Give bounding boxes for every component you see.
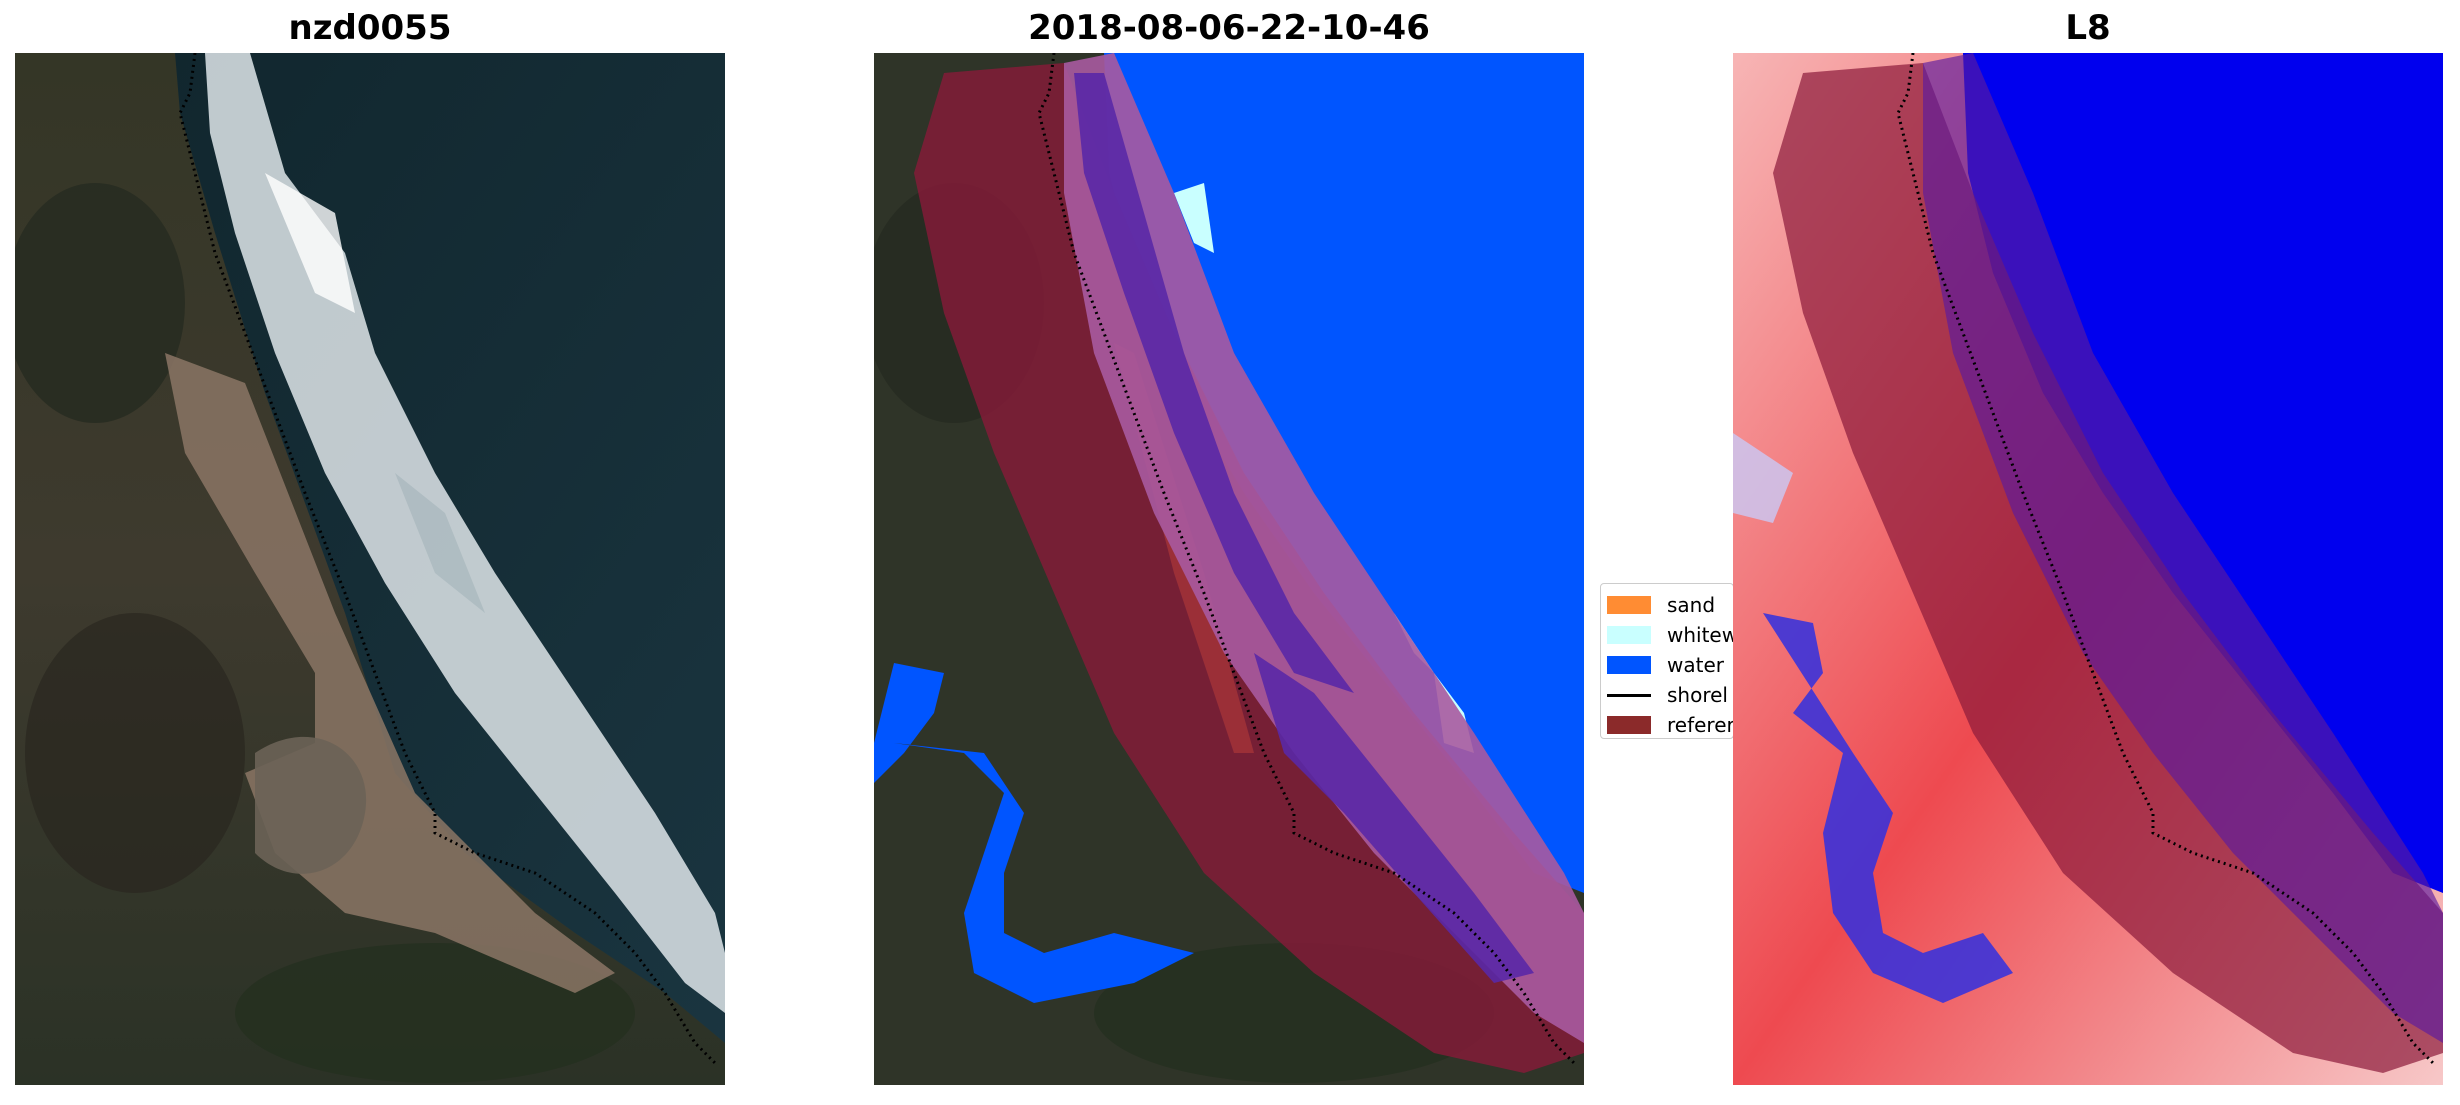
rgb-image: [15, 53, 725, 1085]
title-middle: 2018-08-06-22-10-46: [1028, 8, 1430, 48]
legend-item-sand: sand: [1607, 590, 1733, 620]
sea-index: [1963, 53, 2443, 893]
legend-label-sand: sand: [1667, 593, 1716, 617]
legend: sand whitew water shorel referer: [1600, 583, 1734, 739]
shoreline-classified: [1037, 53, 1576, 1065]
legend-label-reference: referer: [1667, 713, 1734, 737]
overlap-band: [1064, 53, 1584, 1043]
shoreline: [178, 53, 717, 1065]
classified-image-panel: [874, 53, 1584, 1085]
water-swatch: [1607, 656, 1651, 674]
title-left: nzd0055: [288, 8, 452, 48]
legend-item-whitewater: whitew: [1607, 620, 1733, 650]
sand-swatch: [1607, 596, 1651, 614]
legend-label-shoreline: shorel: [1667, 683, 1728, 707]
legend-item-reference: referer: [1607, 710, 1734, 738]
legend-item-water: water: [1607, 650, 1733, 680]
legend-item-shoreline: shorel: [1607, 680, 1733, 710]
classified-image: [874, 53, 1584, 1085]
shoreline-swatch: [1607, 693, 1651, 697]
estuary-index: [1763, 613, 2013, 1003]
index-image: [1733, 53, 2443, 1085]
legend-label-whitewater: whitew: [1667, 623, 1734, 647]
index-image-panel: [1733, 53, 2443, 1085]
rgb-image-panel: [15, 53, 725, 1085]
reference-swatch: [1607, 716, 1651, 734]
legend-label-water: water: [1667, 653, 1724, 677]
water-sea: [1104, 53, 1584, 893]
whitewater-swatch: [1607, 626, 1651, 644]
title-right: L8: [2065, 8, 2111, 48]
water-estuary: [874, 663, 1194, 1003]
shoreline-index: [1896, 53, 2435, 1065]
